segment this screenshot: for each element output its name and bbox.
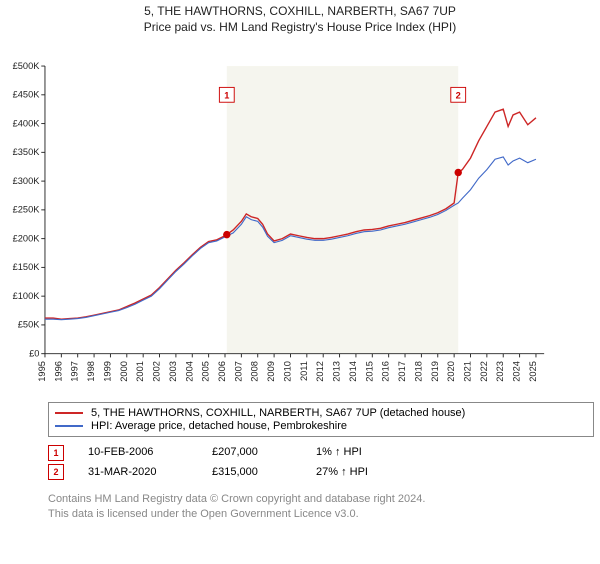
sales-row: 2 31-MAR-2020 £315,000 27% ↑ HPI bbox=[48, 464, 588, 482]
svg-text:2018: 2018 bbox=[413, 361, 423, 382]
svg-text:2001: 2001 bbox=[135, 361, 145, 382]
legend-swatch bbox=[55, 425, 83, 427]
svg-text:£400K: £400K bbox=[13, 118, 41, 128]
svg-text:2011: 2011 bbox=[299, 361, 309, 381]
svg-text:2014: 2014 bbox=[348, 361, 358, 382]
svg-text:2007: 2007 bbox=[233, 361, 243, 382]
svg-text:£0: £0 bbox=[29, 348, 39, 358]
sales-pct: 27% ↑ HPI bbox=[316, 464, 406, 482]
svg-text:£500K: £500K bbox=[13, 61, 41, 71]
chart-title: 5, THE HAWTHORNS, COXHILL, NARBERTH, SA6… bbox=[0, 4, 600, 18]
legend-row-property: 5, THE HAWTHORNS, COXHILL, NARBERTH, SA6… bbox=[55, 407, 587, 419]
chart-plot: £0 £50K £100K £150K £200K £250K £300K £350K £400… bbox=[6, 48, 546, 394]
svg-text:2004: 2004 bbox=[184, 361, 194, 382]
sales-marker: 1 bbox=[48, 445, 64, 461]
svg-text:1996: 1996 bbox=[53, 361, 63, 382]
copyright-line2: This data is licensed under the Open Gov… bbox=[48, 507, 425, 522]
chart-container: 5, THE HAWTHORNS, COXHILL, NARBERTH, SA6… bbox=[0, 4, 600, 564]
legend-label: HPI: Average price, detached house, Pemb… bbox=[91, 420, 347, 432]
svg-text:£200K: £200K bbox=[13, 233, 41, 243]
legend-label: 5, THE HAWTHORNS, COXHILL, NARBERTH, SA6… bbox=[91, 407, 465, 419]
copyright: Contains HM Land Registry data © Crown c… bbox=[48, 492, 425, 523]
svg-text:2008: 2008 bbox=[250, 361, 260, 382]
svg-text:2010: 2010 bbox=[282, 361, 292, 382]
svg-text:£300K: £300K bbox=[13, 176, 41, 186]
svg-text:2022: 2022 bbox=[479, 361, 489, 382]
svg-text:1999: 1999 bbox=[102, 361, 112, 382]
svg-text:2023: 2023 bbox=[495, 361, 505, 382]
legend: 5, THE HAWTHORNS, COXHILL, NARBERTH, SA6… bbox=[48, 402, 594, 437]
svg-text:2000: 2000 bbox=[119, 361, 129, 382]
svg-text:£350K: £350K bbox=[13, 147, 41, 157]
sales-date: 31-MAR-2020 bbox=[88, 464, 188, 482]
svg-text:2017: 2017 bbox=[397, 361, 407, 382]
svg-text:1997: 1997 bbox=[70, 361, 80, 382]
svg-text:1995: 1995 bbox=[37, 361, 47, 382]
svg-text:2019: 2019 bbox=[430, 361, 440, 382]
sales-price: £315,000 bbox=[212, 464, 292, 482]
svg-text:2: 2 bbox=[456, 91, 461, 101]
svg-text:£100K: £100K bbox=[13, 291, 41, 301]
svg-text:2002: 2002 bbox=[152, 361, 162, 382]
svg-text:2016: 2016 bbox=[381, 361, 391, 382]
sales-price: £207,000 bbox=[212, 444, 292, 462]
svg-text:2021: 2021 bbox=[462, 361, 472, 382]
svg-text:£250K: £250K bbox=[13, 205, 41, 215]
svg-text:2025: 2025 bbox=[528, 361, 538, 382]
svg-text:2013: 2013 bbox=[332, 361, 342, 382]
svg-text:£450K: £450K bbox=[13, 90, 41, 100]
marker-dot-1 bbox=[223, 231, 230, 238]
svg-text:2024: 2024 bbox=[512, 361, 522, 382]
svg-text:1998: 1998 bbox=[86, 361, 96, 382]
svg-text:2015: 2015 bbox=[364, 361, 374, 382]
legend-row-hpi: HPI: Average price, detached house, Pemb… bbox=[55, 420, 587, 432]
svg-text:£150K: £150K bbox=[13, 262, 41, 272]
copyright-line1: Contains HM Land Registry data © Crown c… bbox=[48, 492, 425, 507]
svg-text:2005: 2005 bbox=[201, 361, 211, 382]
sales-marker: 2 bbox=[48, 464, 64, 480]
marker-dot-2 bbox=[455, 169, 462, 176]
svg-text:2003: 2003 bbox=[168, 361, 178, 382]
chart-subtitle: Price paid vs. HM Land Registry's House … bbox=[0, 20, 600, 34]
svg-text:2009: 2009 bbox=[266, 361, 276, 382]
sales-pct: 1% ↑ HPI bbox=[316, 444, 406, 462]
sales-row: 1 10-FEB-2006 £207,000 1% ↑ HPI bbox=[48, 444, 588, 462]
svg-text:1: 1 bbox=[224, 91, 229, 101]
legend-swatch bbox=[55, 412, 83, 414]
svg-text:2006: 2006 bbox=[217, 361, 227, 382]
sales-date: 10-FEB-2006 bbox=[88, 444, 188, 462]
svg-text:2020: 2020 bbox=[446, 361, 456, 382]
sales-table: 1 10-FEB-2006 £207,000 1% ↑ HPI 2 31-MAR-2020… bbox=[48, 444, 588, 483]
svg-text:2012: 2012 bbox=[315, 361, 325, 382]
svg-text:£50K: £50K bbox=[18, 320, 40, 330]
